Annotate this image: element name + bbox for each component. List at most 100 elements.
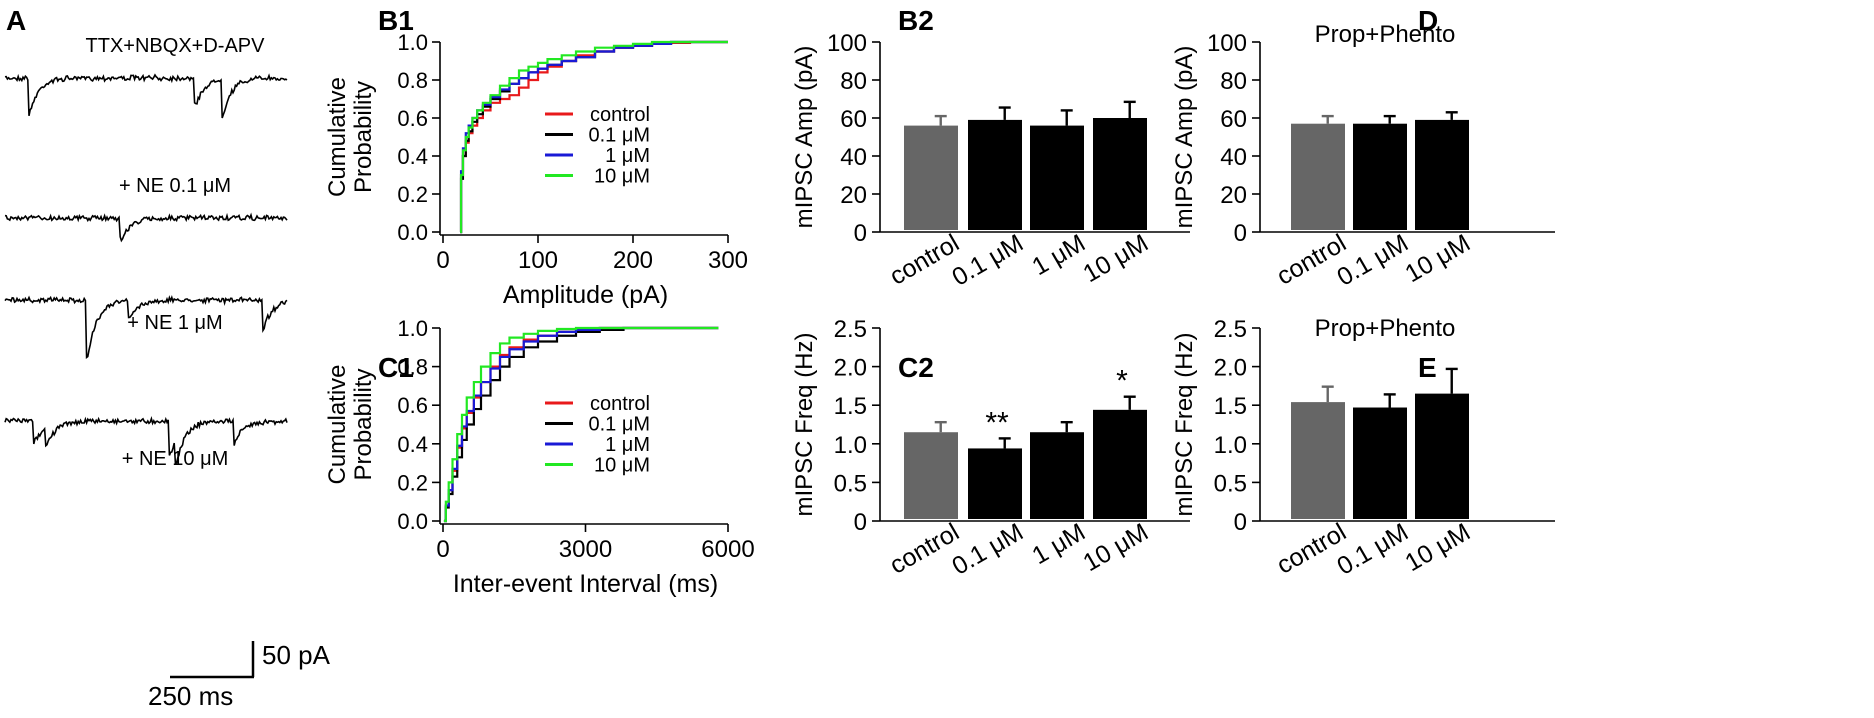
y-tick-label: 1.0 <box>834 432 867 459</box>
y-axis-label-line1: Cumulative <box>324 77 351 197</box>
x-category-label: control <box>885 518 964 580</box>
significance-mark: * <box>1116 365 1128 398</box>
bar-10-m <box>1093 409 1147 519</box>
x-category-label: 1 μM <box>1027 229 1090 281</box>
y-tick-label: 0.2 <box>397 182 428 207</box>
x-axis-label: Inter-event Interval (ms) <box>453 570 718 598</box>
bar-0-1-m <box>968 448 1022 519</box>
series-line-10-m <box>459 40 728 234</box>
x-axis-label: Amplitude (pA) <box>503 281 668 309</box>
x-category-label: 0.1 μM <box>1332 229 1413 292</box>
scale-bar: 50 pA 250 ms <box>148 640 331 711</box>
bar-1-m <box>1030 432 1084 519</box>
legend-label-1-m: 1 μM <box>605 434 650 456</box>
x-tick-label: 100 <box>518 247 558 274</box>
panel-letter-A: A <box>6 5 26 36</box>
y-axis-label-line1: Cumulative <box>324 364 351 484</box>
y-tick-label: 0.0 <box>397 220 428 245</box>
significance-mark: ** <box>985 406 1009 439</box>
series-line-1-m <box>443 326 719 523</box>
legend-label-0-1-m: 0.1 μM <box>588 414 650 436</box>
y-tick-label: 60 <box>840 106 867 133</box>
y-tick-label: 100 <box>1207 30 1247 57</box>
x-category-label: 10 μM <box>1078 518 1153 577</box>
y-tick-label: 0.5 <box>834 470 867 497</box>
y-tick-label: 0.2 <box>397 470 428 495</box>
series-line-control <box>443 326 719 523</box>
bar-10-m <box>1415 393 1469 519</box>
y-tick-label: 0.5 <box>1214 470 1247 497</box>
x-tick-label: 0 <box>436 247 449 274</box>
x-tick-label: 0 <box>436 536 449 563</box>
trace-label-baseline: TTX+NBQX+D-APV <box>86 35 266 57</box>
y-tick-label: 60 <box>1220 106 1247 133</box>
y-tick-label: 0.6 <box>397 393 428 418</box>
panel-letter-B2: B2 <box>898 5 934 36</box>
bar-10-m <box>1415 119 1469 230</box>
x-category-label: 0.1 μM <box>947 518 1028 581</box>
y-tick-label: 2.5 <box>1214 316 1247 343</box>
current-trace-ne-10 <box>4 415 288 465</box>
y-tick-label: 20 <box>840 182 867 209</box>
panel-letter-D: D <box>1418 5 1438 36</box>
y-tick-label: 0 <box>854 509 867 536</box>
y-axis-label: mIPSC Freq (Hz) <box>791 332 818 516</box>
bar-control <box>1291 402 1345 519</box>
legend-label-0-1-m: 0.1 μM <box>588 125 650 147</box>
x-tick-label: 6000 <box>701 536 754 563</box>
y-tick-label: 0.6 <box>397 106 428 131</box>
bar-0-1-m <box>968 119 1022 230</box>
y-axis-label: mIPSC Freq (Hz) <box>1171 332 1198 516</box>
y-tick-label: 1.0 <box>397 316 428 341</box>
x-category-label: control <box>1272 229 1351 291</box>
y-tick-label: 2.5 <box>834 316 867 343</box>
bar-control <box>904 125 958 230</box>
legend-label-1-m: 1 μM <box>605 145 650 167</box>
bar-control <box>1291 123 1345 230</box>
scale-bar-time-label: 250 ms <box>148 681 233 711</box>
chart-title: Prop+Phento <box>1315 21 1456 48</box>
y-tick-label: 0.0 <box>397 509 428 534</box>
y-tick-label: 80 <box>1220 68 1247 95</box>
y-tick-label: 2.0 <box>1214 355 1247 382</box>
current-trace-ne-1 <box>4 294 288 359</box>
legend-label-10-m: 10 μM <box>594 166 650 188</box>
series-line-0-1-m <box>443 326 719 523</box>
legend-label-control: control <box>590 104 650 126</box>
panel-letter-C1: C1 <box>378 352 414 383</box>
current-trace-ne-01 <box>4 212 288 243</box>
bar-0-1-m <box>1353 407 1407 519</box>
y-tick-label: 40 <box>840 144 867 171</box>
x-category-label: 0.1 μM <box>1332 518 1413 581</box>
chart-title: Prop+Phento <box>1315 315 1456 342</box>
panel-letter-E: E <box>1418 352 1437 383</box>
scale-bar-current-label: 50 pA <box>262 640 331 670</box>
bar-10-m <box>1093 118 1147 230</box>
trace-label-ne-1: + NE 1 μM <box>127 312 222 334</box>
legend-label-10-m: 10 μM <box>594 455 650 477</box>
frequency-bar-chart: control ** 0.1 μM 1 μM * 10 μM 0 0.5 1.0 1.5 2.0 2.… <box>791 316 1190 581</box>
y-tick-label: 0.4 <box>397 144 428 169</box>
bar-control <box>904 432 958 519</box>
y-axis-label: mIPSC Amp (pA) <box>791 46 818 229</box>
y-tick-label: 0.8 <box>397 68 428 93</box>
x-tick-label: 300 <box>708 247 748 274</box>
panel-letter-C2: C2 <box>898 352 934 383</box>
legend-label-control: control <box>590 393 650 415</box>
x-category-label: control <box>1272 518 1351 580</box>
y-tick-label: 100 <box>827 30 867 57</box>
y-tick-label: 0 <box>854 220 867 247</box>
y-tick-label: 0 <box>1234 220 1247 247</box>
x-category-label: 0.1 μM <box>947 229 1028 292</box>
y-tick-label: 80 <box>840 68 867 95</box>
y-tick-label: 0.8 <box>397 355 428 380</box>
x-tick-label: 200 <box>613 247 653 274</box>
x-category-label: 10 μM <box>1078 229 1153 288</box>
x-category-label: control <box>885 229 964 291</box>
y-tick-label: 0.4 <box>397 432 428 457</box>
y-tick-label: 1.0 <box>1214 432 1247 459</box>
y-tick-label: 0 <box>1234 509 1247 536</box>
